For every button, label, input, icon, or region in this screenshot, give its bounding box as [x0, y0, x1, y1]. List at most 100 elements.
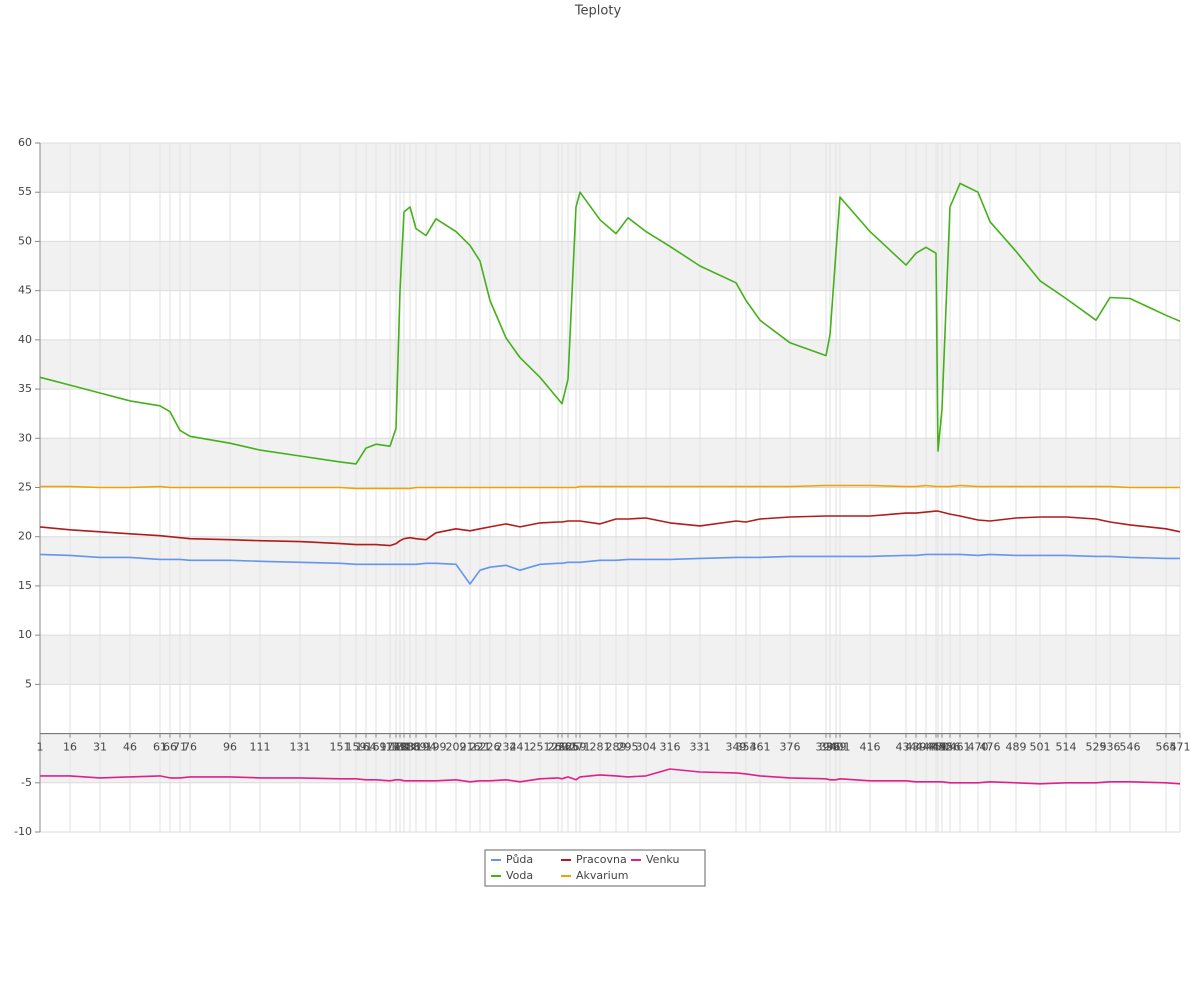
x-tick-label: 564	[1156, 741, 1177, 754]
x-tick-label: 271	[570, 741, 591, 754]
series-line	[39, 182, 1181, 465]
x-tick-label: 96	[223, 741, 237, 754]
x-tick-label: 176	[380, 741, 401, 754]
y-tick-label: 60	[18, 136, 32, 149]
x-tick-label: 1	[37, 741, 44, 754]
band	[40, 438, 1180, 488]
x-tick-label: 189	[406, 741, 427, 754]
x-tick-label: 361	[750, 741, 771, 754]
y-tick-label: 5	[25, 677, 32, 690]
x-tick-label: 179	[386, 741, 407, 754]
x-tick-label: 151	[330, 741, 351, 754]
x-tick-label: 461	[950, 741, 971, 754]
x-tick-label: 501	[1030, 741, 1051, 754]
x-tick-label: 241	[510, 741, 531, 754]
x-tick-label: 221	[470, 741, 491, 754]
x-tick-label: 251	[530, 741, 551, 754]
y-tick-label: 10	[18, 628, 32, 641]
x-tick-label: 164	[356, 741, 377, 754]
y-tick-label: 20	[18, 530, 32, 543]
x-tick-label: 349	[726, 741, 747, 754]
band	[40, 143, 1180, 193]
x-tick-label: 216	[460, 741, 481, 754]
x-tick-label: 394	[816, 741, 837, 754]
x-tick-label: 416	[860, 741, 881, 754]
legend-box	[484, 849, 706, 887]
y-tick-label: 55	[18, 185, 32, 198]
series-line	[39, 510, 1181, 547]
x-tick-label: 265	[558, 741, 579, 754]
band	[40, 339, 1180, 390]
y-tick-label: 15	[18, 579, 32, 592]
y-tick-label: 45	[18, 284, 32, 297]
x-tick-label: 111	[250, 741, 271, 754]
x-tick-label: 131	[290, 741, 311, 754]
x-tick-label: 234	[496, 741, 517, 754]
x-tick-label: 434	[896, 741, 917, 754]
x-tick-label: 354	[736, 741, 757, 754]
x-tick-label: 304	[636, 741, 657, 754]
legend-label: Akvarium	[576, 869, 628, 882]
x-tick-label: 476	[980, 741, 1001, 754]
x-tick-label: 186	[400, 741, 421, 754]
x-tick-label: 571	[1170, 741, 1191, 754]
x-tick-label: 439	[906, 741, 927, 754]
x-tick-label: 269	[566, 741, 587, 754]
x-tick-label: 289	[606, 741, 627, 754]
y-tick-label: -5	[21, 776, 32, 789]
x-tick-label: 536	[1100, 741, 1121, 754]
x-tick-label: 226	[480, 741, 501, 754]
x-tick-label: 169	[366, 741, 387, 754]
x-tick-label: 76	[183, 741, 197, 754]
x-tick-label: 376	[780, 741, 801, 754]
x-tick-label: 181	[390, 741, 411, 754]
x-tick-label: 450	[928, 741, 949, 754]
x-tick-label: 470	[968, 741, 989, 754]
band	[40, 241, 1180, 291]
x-tick-label: 281	[590, 741, 611, 754]
x-tick-label: 399	[826, 741, 847, 754]
band	[40, 635, 1180, 685]
x-tick-label: 46	[123, 741, 137, 754]
x-tick-label: 456	[940, 741, 961, 754]
x-tick-label: 31	[93, 741, 107, 754]
x-tick-label: 331	[690, 741, 711, 754]
x-tick-label: 183	[394, 741, 415, 754]
x-tick-label: 449	[926, 741, 947, 754]
x-tick-label: 444	[916, 741, 937, 754]
x-tick-label: 546	[1120, 741, 1141, 754]
x-tick-label: 260	[548, 741, 569, 754]
x-tick-label: 159	[346, 741, 367, 754]
y-tick-label: 35	[18, 382, 32, 395]
x-tick-label: 66	[163, 741, 177, 754]
x-tick-label: 489	[1006, 741, 1027, 754]
x-tick-label: 529	[1086, 741, 1107, 754]
x-tick-label: 209	[446, 741, 467, 754]
y-tick-label: -10	[14, 825, 32, 838]
y-tick-label: 30	[18, 431, 32, 444]
y-tick-label: 40	[18, 333, 32, 346]
x-tick-label: 401	[830, 741, 851, 754]
x-tick-label: 396	[820, 741, 841, 754]
x-tick-label: 71	[173, 741, 187, 754]
x-tick-label: 316	[660, 741, 681, 754]
x-tick-label: 295	[618, 741, 639, 754]
series-line	[39, 553, 1180, 585]
y-tick-label: 25	[18, 481, 32, 494]
series-line	[40, 768, 1181, 785]
legend-label: Pracovna	[576, 853, 627, 866]
x-tick-label: 514	[1056, 741, 1077, 754]
x-tick-label: 452	[932, 741, 953, 754]
legend-label: Půda	[506, 853, 533, 866]
band	[40, 536, 1180, 586]
y-tick-label: 50	[18, 234, 32, 247]
x-tick-label: 61	[153, 741, 167, 754]
chart-title: Teploty	[574, 4, 622, 19]
legend-label: Venku	[646, 853, 679, 866]
x-tick-label: 199	[426, 741, 447, 754]
x-tick-label: 16	[63, 741, 77, 754]
x-tick-label: 194	[416, 741, 437, 754]
x-tick-label: 262	[552, 741, 573, 754]
series-line	[40, 484, 1180, 490]
